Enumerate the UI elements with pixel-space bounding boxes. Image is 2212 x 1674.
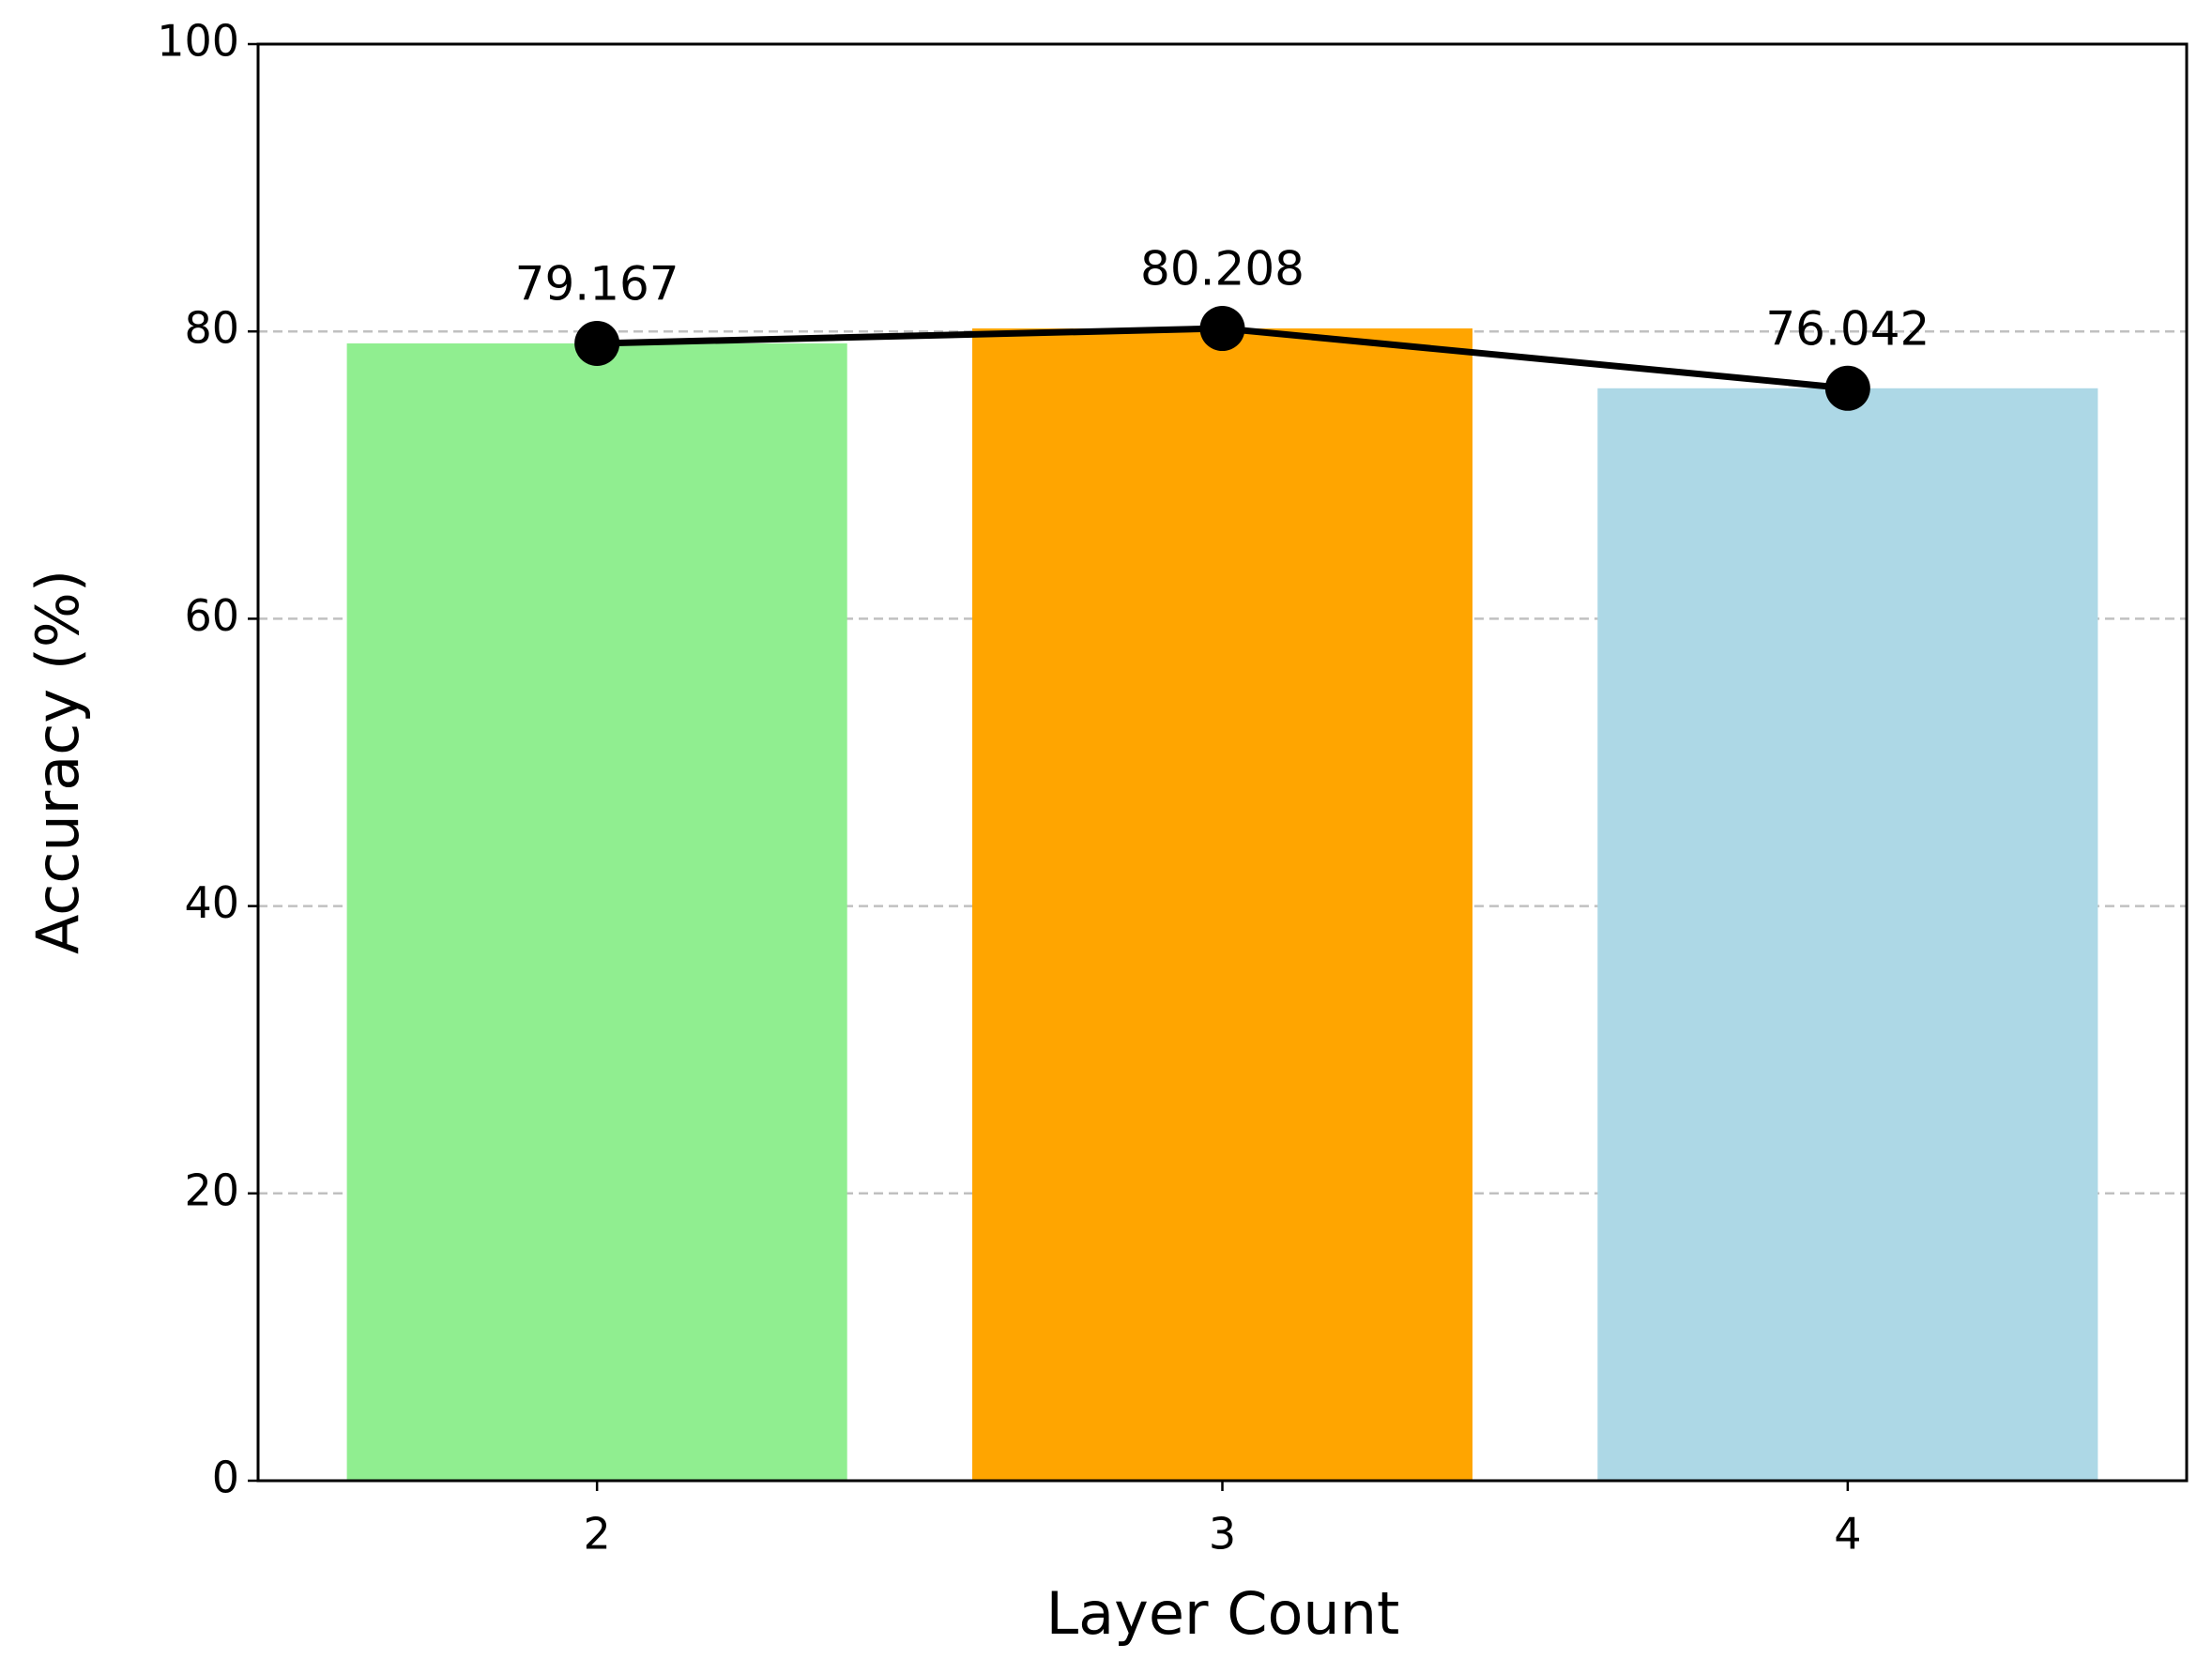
x-tick-label: 4 xyxy=(1834,1509,1861,1560)
y-tick-label: 0 xyxy=(212,1453,239,1503)
x-tick-label: 3 xyxy=(1209,1509,1236,1560)
y-tick-label: 60 xyxy=(184,590,239,641)
x-axis-label: Layer Count xyxy=(1046,1579,1400,1648)
marker xyxy=(1199,306,1245,352)
y-tick-label: 20 xyxy=(184,1164,239,1215)
plot-frame xyxy=(256,42,2189,1483)
bar xyxy=(346,342,847,1481)
x-tick-label: 2 xyxy=(584,1509,611,1560)
data-label: 76.042 xyxy=(1765,301,1930,356)
y-tick-label: 100 xyxy=(157,16,239,67)
y-axis-label: Accuracy (%) xyxy=(23,570,92,954)
y-tick-label: 80 xyxy=(184,303,239,354)
y-tick-label: 40 xyxy=(184,877,239,928)
marker xyxy=(574,320,620,366)
marker xyxy=(1824,365,1870,411)
data-label: 80.208 xyxy=(1140,242,1304,297)
bar xyxy=(1597,388,2098,1481)
data-label: 79.167 xyxy=(515,256,679,311)
bar xyxy=(971,328,1473,1482)
